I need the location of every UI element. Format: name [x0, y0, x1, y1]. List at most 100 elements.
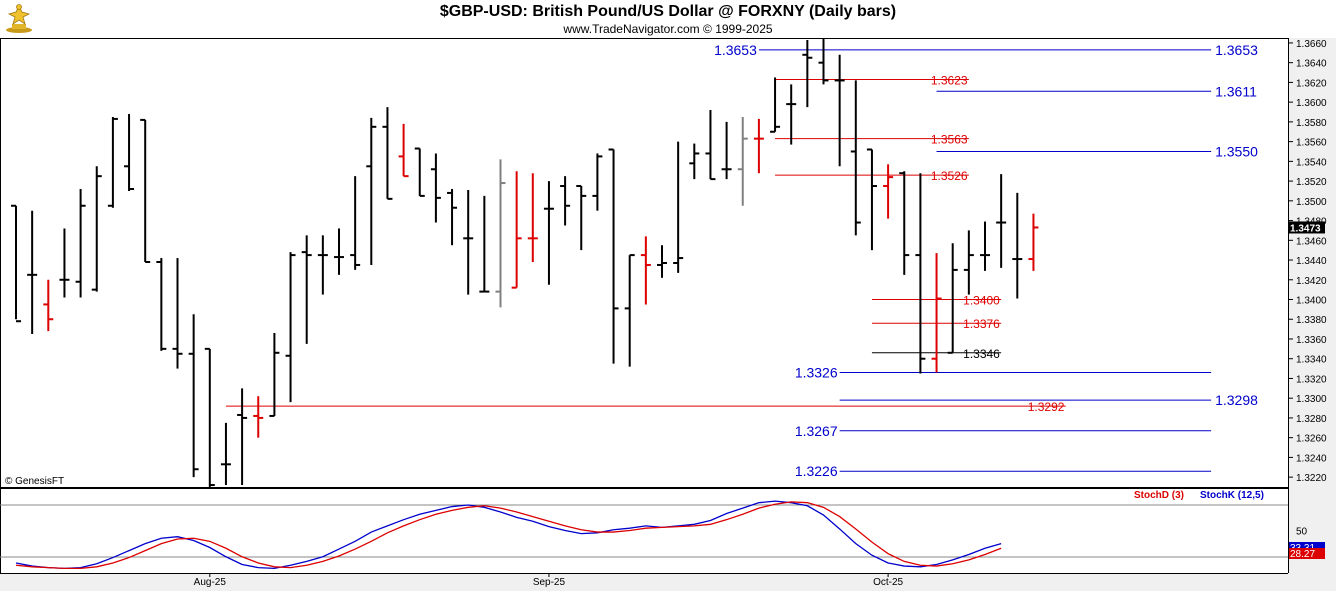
level-label: 1.3653 [714, 42, 757, 58]
y-axis-band [1288, 38, 1336, 573]
ohlc-bar [624, 254, 635, 367]
stoch-k-line [15, 500, 1002, 570]
ohlc-bar [915, 173, 926, 374]
y-tick-label: 1.3660 [1296, 39, 1327, 50]
stoch-k-legend: StochK (12,5) [1200, 490, 1264, 501]
y-tick-label: 1.3300 [1296, 394, 1327, 405]
ohlc-bar [980, 221, 990, 271]
ohlc-bar [156, 258, 167, 351]
ohlc-bar [172, 258, 183, 369]
ohlc-bar [560, 176, 571, 226]
ohlc-bar [996, 174, 1007, 268]
ohlc-bar [608, 148, 619, 364]
ohlc-bar [786, 84, 797, 145]
ohlc-bar [59, 228, 70, 298]
stoch-y-tick: 50 [1296, 527, 1308, 538]
y-tick-label: 1.3560 [1296, 138, 1327, 149]
ohlc-bar [463, 189, 474, 295]
ohlc-bar [931, 253, 942, 373]
ohlc-bar [140, 118, 151, 264]
y-tick-label: 1.3380 [1296, 315, 1327, 326]
ohlc-bar [27, 210, 38, 335]
ohlc-bar [479, 195, 490, 293]
y-tick-label: 1.3320 [1296, 374, 1327, 385]
y-tick-label: 1.3420 [1296, 276, 1327, 287]
ohlc-bar [414, 147, 425, 197]
ohlc-bar [204, 347, 215, 487]
level-label: 1.3346 [963, 347, 1000, 361]
level-label: 1.3653 [1215, 42, 1258, 58]
stoch-d-value-box [1289, 548, 1325, 559]
ohlc-bar [220, 422, 231, 486]
copyright-label: © GenesisFT [5, 476, 64, 487]
ohlc-bar [866, 148, 877, 251]
level-label: 1.3376 [963, 317, 1000, 331]
stoch-d-line [15, 501, 1002, 570]
level-label: 1.3563 [931, 133, 968, 147]
ohlc-bar [737, 116, 748, 206]
stoch-k-value-box [1289, 542, 1325, 552]
level-label: 1.3267 [795, 423, 838, 439]
last-price-box [1289, 221, 1325, 234]
y-tick-label: 1.3600 [1296, 98, 1327, 109]
ohlc-bar [818, 38, 829, 85]
y-tick-label: 1.3360 [1296, 335, 1327, 346]
ohlc-bar [899, 171, 910, 275]
y-tick-label: 1.3260 [1296, 434, 1327, 445]
ohlc-bar [883, 164, 894, 219]
y-tick-label: 1.3500 [1296, 197, 1327, 208]
ohlc-bar [592, 153, 603, 211]
ohlc-bar [237, 388, 248, 486]
ohlc-bar [511, 171, 522, 289]
level-label: 1.3623 [931, 73, 968, 87]
ohlc-bar [527, 173, 538, 263]
price-panel [0, 38, 1289, 488]
ohlc-bar [963, 230, 974, 295]
ohlc-bar [495, 159, 506, 308]
ohlc-bar [301, 235, 312, 344]
y-tick-label: 1.3580 [1296, 118, 1327, 129]
ohlc-bar [188, 314, 199, 478]
ohlc-bar [11, 204, 21, 323]
ohlc-bar [721, 121, 732, 180]
ohlc-bar [543, 181, 554, 285]
level-label: 1.3298 [1215, 392, 1258, 408]
level-label: 1.3292 [1028, 400, 1065, 414]
x-axis-band [0, 573, 1336, 591]
ohlc-bar [398, 123, 409, 178]
ohlc-bar [640, 236, 651, 305]
y-tick-label: 1.3340 [1296, 355, 1327, 366]
level-label: 1.3400 [963, 294, 1000, 308]
ohlc-bar [75, 188, 86, 298]
ohlc-bar [753, 118, 764, 174]
ohlc-bar [657, 245, 667, 278]
level-label: 1.3226 [795, 463, 838, 479]
ohlc-bar [269, 333, 280, 417]
ohlc-bar [124, 113, 135, 191]
level-label: 1.3526 [931, 169, 968, 183]
last-price-label: 1.3473 [1290, 223, 1321, 234]
chart-header: $GBP-USD: British Pound/US Dollar @ FORX… [0, 0, 1336, 38]
y-tick-label: 1.3400 [1296, 296, 1327, 307]
stoch-d-value: 28.27 [1290, 549, 1315, 560]
ohlc-bar [689, 143, 700, 180]
ohlc-bar [447, 188, 458, 246]
x-tick-label: Sep-25 [533, 577, 566, 588]
ohlc-bar [253, 396, 264, 438]
ohlc-bar [705, 110, 716, 181]
ohlc-bar [834, 54, 845, 167]
stoch-panel [0, 488, 1289, 574]
ohlc-bar [1028, 213, 1039, 271]
ohlc-bar [1012, 192, 1023, 299]
y-tick-label: 1.3540 [1296, 157, 1327, 168]
ohlc-bar [850, 80, 861, 236]
ohlc-bar [107, 116, 118, 208]
level-label: 1.3326 [795, 365, 838, 381]
y-tick-label: 1.3240 [1296, 453, 1327, 464]
level-label: 1.3611 [1215, 83, 1257, 99]
trophy-figure-icon [6, 4, 32, 33]
ohlc-bar [317, 235, 328, 295]
ohlc-bar [576, 185, 587, 251]
y-tick-label: 1.3220 [1296, 473, 1327, 484]
